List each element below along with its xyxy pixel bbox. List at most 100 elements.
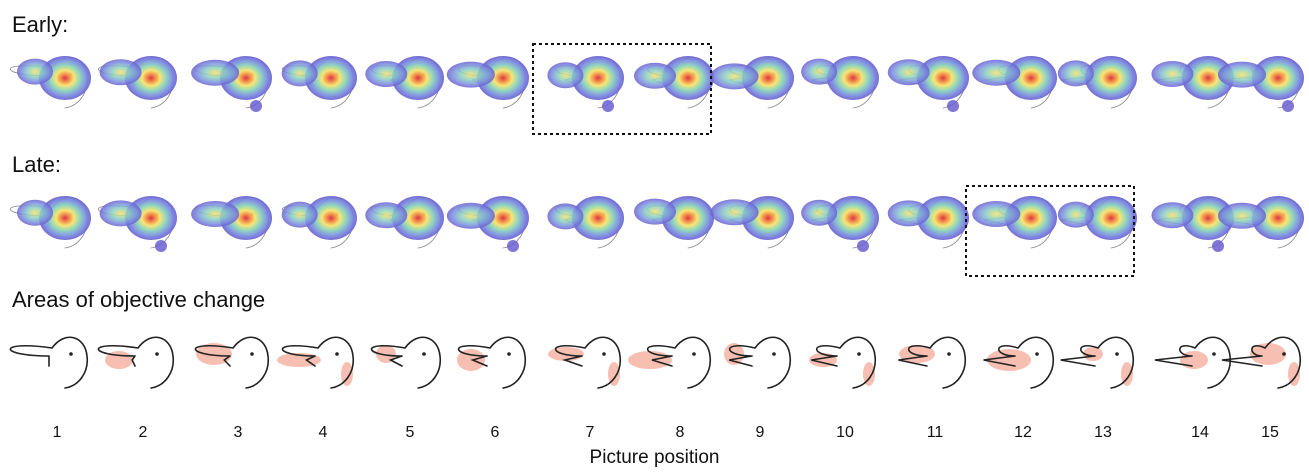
change-picture-4 (277, 336, 355, 389)
change-area (1288, 362, 1300, 386)
early-picture-8 (634, 56, 714, 109)
change-area (341, 362, 353, 386)
early-picture-4 (281, 56, 357, 109)
position-number: 9 (755, 424, 765, 441)
position-number: 8 (675, 424, 685, 441)
late-picture-2 (98, 196, 177, 252)
change-picture-5 (370, 336, 442, 389)
early-picture-2 (98, 56, 177, 109)
change-picture-14 (1154, 336, 1232, 389)
late-picture-13 (1057, 196, 1137, 249)
early-picture-3 (191, 56, 272, 112)
early-picture-7 (547, 56, 624, 112)
early-picture-6 (446, 56, 529, 109)
position-number: 10 (836, 424, 854, 441)
change-picture-1 (9, 336, 89, 389)
change-picture-6 (457, 336, 527, 389)
late-picture-5 (365, 196, 444, 249)
position-number: 12 (1014, 424, 1032, 441)
x-axis-label: Picture position (589, 447, 720, 468)
change-picture-2 (97, 336, 175, 389)
position-number: 13 (1094, 424, 1112, 441)
late-heat-blob-10 (801, 196, 879, 252)
position-number: 15 (1261, 424, 1279, 441)
late-heat-blob-15 (1218, 196, 1304, 249)
early-row-label: Early: (12, 12, 69, 37)
late-picture-1 (9, 196, 91, 249)
change-area (608, 362, 620, 386)
early-heat-blob-4 (281, 56, 357, 109)
early-heat-blob-9 (710, 56, 794, 109)
early-heat-blob-11 (887, 56, 969, 112)
change-area (196, 343, 232, 365)
position-number: 4 (318, 424, 328, 441)
highlight-box (965, 185, 1135, 277)
late-heat-blob-2 (98, 196, 177, 252)
late-picture-7 (547, 196, 624, 249)
early-picture-15 (1218, 56, 1304, 112)
position-number: 14 (1191, 424, 1209, 441)
late-heat-blob-8 (634, 196, 714, 249)
change-picture-10 (809, 336, 877, 389)
early-picture-10 (801, 56, 879, 109)
early-heat-blob-1 (9, 56, 91, 109)
late-picture-3 (191, 196, 272, 249)
late-picture-6 (446, 196, 529, 252)
late-heat-blob-3 (191, 196, 272, 249)
early-heat-blob-5 (365, 56, 444, 109)
late-picture-12 (972, 196, 1057, 249)
late-heat-blob-12 (972, 196, 1057, 249)
position-number: 6 (490, 424, 500, 441)
early-picture-1 (9, 56, 91, 109)
highlight-boxes (532, 43, 1135, 277)
position-number: 3 (233, 424, 243, 441)
change-picture-15 (1221, 336, 1302, 389)
early-heat-blob-13 (1057, 56, 1137, 109)
late-heat-blob-6 (446, 196, 529, 252)
change-picture-9 (724, 336, 792, 389)
change-areas-row (9, 336, 1302, 389)
late-picture-8 (634, 196, 714, 249)
late-heat-blob-4 (281, 196, 357, 249)
early-heat-blob-7 (547, 56, 624, 112)
late-picture-9 (710, 196, 794, 249)
highlight-box (532, 43, 712, 135)
late-picture-14 (1151, 196, 1234, 252)
early-picture-12 (972, 56, 1057, 109)
change-area (1250, 343, 1286, 365)
late-picture-11 (887, 196, 969, 249)
early-heat-blob-12 (972, 56, 1057, 109)
late-heat-blob-11 (887, 196, 969, 249)
early-heatmap-row (9, 56, 1304, 112)
change-picture-7 (548, 336, 622, 389)
early-heat-blob-6 (446, 56, 529, 109)
change-picture-11 (898, 336, 967, 389)
late-heat-blob-5 (365, 196, 444, 249)
change-picture-13 (1060, 336, 1135, 389)
late-picture-15 (1218, 196, 1304, 249)
early-heat-blob-3 (191, 56, 272, 112)
change-area (376, 345, 396, 363)
late-heat-blob-13 (1057, 196, 1137, 249)
change-area (1121, 362, 1133, 386)
early-picture-14 (1151, 56, 1234, 109)
position-number: 5 (405, 424, 415, 441)
late-picture-4 (281, 196, 357, 249)
early-picture-9 (710, 56, 794, 109)
early-picture-11 (887, 56, 969, 112)
late-heat-blob-9 (710, 196, 794, 249)
early-heat-blob-15 (1218, 56, 1304, 112)
change-area (628, 351, 672, 369)
early-picture-13 (1057, 56, 1137, 109)
early-picture-5 (365, 56, 444, 109)
late-heat-blob-1 (9, 196, 91, 249)
change-area (987, 349, 1031, 371)
change-picture-8 (628, 336, 712, 389)
early-heat-blob-14 (1151, 56, 1234, 109)
changes-row-label: Areas of objective change (12, 287, 266, 312)
position-number: 1 (52, 424, 62, 441)
change-area (863, 362, 875, 386)
early-heat-blob-8 (634, 56, 714, 109)
position-number: 11 (926, 424, 944, 441)
